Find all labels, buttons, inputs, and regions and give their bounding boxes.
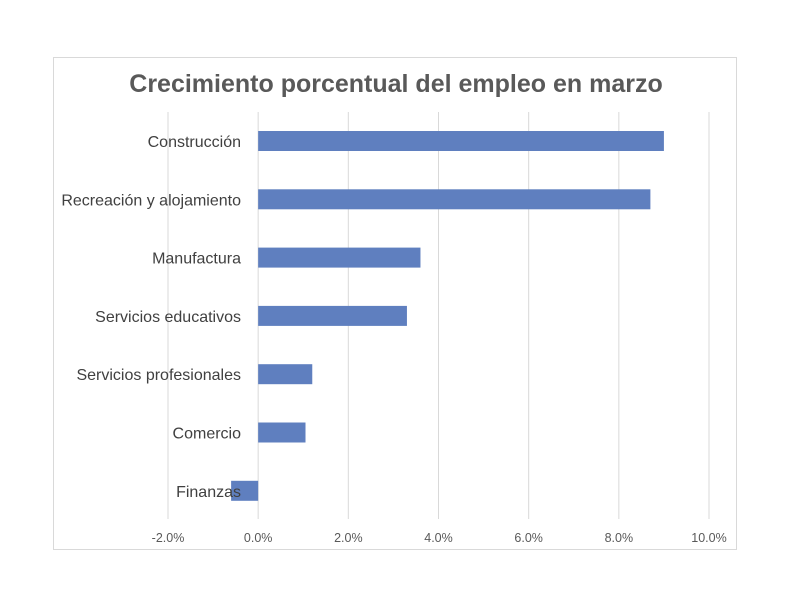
- bar: [231, 480, 259, 501]
- bar: [258, 305, 407, 326]
- bar: [258, 247, 421, 268]
- category-label: Manufactura: [152, 251, 241, 268]
- x-tick-label: 0.0%: [244, 531, 273, 545]
- bar: [258, 131, 664, 151]
- category-labels: Construcción Recreación y alojamiento Manu…: [61, 134, 241, 501]
- category-label: Comercio: [173, 426, 242, 443]
- bar: [258, 364, 313, 385]
- category-label: Servicios profesionales: [76, 367, 241, 384]
- x-tick-label: -2.0%: [152, 531, 185, 545]
- category-label: Construcción: [148, 134, 241, 151]
- category-label: Servicios educativos: [95, 309, 241, 326]
- x-tick-label: 8.0%: [605, 531, 634, 545]
- x-tick-label: 6.0%: [514, 531, 543, 545]
- x-tick-label: 4.0%: [424, 531, 453, 545]
- x-tick-label: 2.0%: [334, 531, 363, 545]
- category-label: Finanzas: [176, 484, 241, 501]
- bars: [231, 131, 664, 501]
- bar: [258, 189, 651, 210]
- bar: [258, 422, 306, 443]
- x-tick-label: 10.0%: [691, 531, 726, 545]
- gridlines: [167, 112, 710, 519]
- chart-title: Crecimiento porcentual del empleo en mar…: [129, 70, 662, 98]
- x-tick-labels: -2.0% 0.0% 2.0% 4.0% 6.0% 8.0% 10.0%: [152, 531, 727, 545]
- category-label: Recreación y alojamiento: [61, 192, 241, 209]
